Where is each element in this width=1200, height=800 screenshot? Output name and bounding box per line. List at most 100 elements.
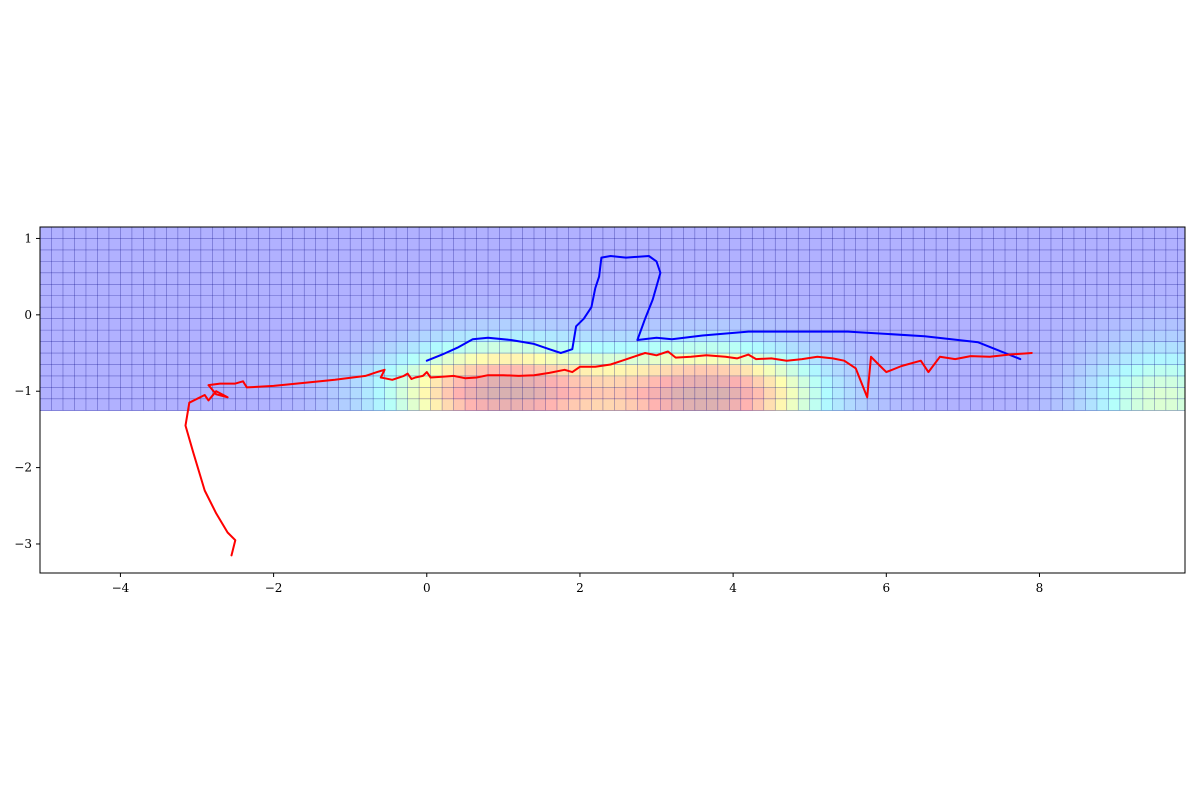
heatmap-cell	[625, 318, 638, 331]
heatmap-cell	[1165, 330, 1178, 343]
heatmap-cell	[499, 375, 512, 388]
heatmap-cell	[982, 261, 995, 274]
heatmap-cell	[74, 353, 87, 366]
heatmap-cell	[281, 238, 294, 251]
heatmap-cell	[683, 295, 696, 308]
heatmap-cell	[568, 261, 581, 274]
heatmap-cell	[775, 307, 788, 320]
heatmap-cell	[350, 261, 363, 274]
heatmap-cell	[1062, 387, 1075, 400]
heatmap-cell	[752, 341, 765, 354]
heatmap-cell	[579, 284, 593, 297]
heatmap-cell	[235, 227, 248, 240]
heatmap-cell	[499, 341, 512, 354]
heatmap-cell	[648, 398, 661, 411]
heatmap-cell	[499, 387, 512, 400]
heatmap-cell	[775, 249, 788, 262]
heatmap-cell	[855, 272, 868, 285]
heatmap-cell	[315, 272, 328, 285]
heatmap-cell	[1085, 341, 1098, 354]
heatmap-cell	[1096, 249, 1110, 262]
heatmap-cell	[327, 375, 340, 388]
heatmap-cell	[660, 284, 673, 297]
heatmap-cell	[1108, 398, 1121, 411]
heatmap-cell	[1027, 238, 1041, 251]
heatmap-cell	[1085, 330, 1098, 343]
heatmap-cell	[488, 295, 501, 308]
heatmap-cell	[131, 284, 144, 297]
heatmap-cell	[212, 318, 225, 331]
heatmap-cell	[223, 375, 236, 388]
heatmap-cell	[752, 318, 765, 331]
y-tick-label: −3	[14, 537, 32, 551]
x-axis: −4 −2 0 2 4 6 8	[112, 573, 1043, 595]
heatmap-cell	[488, 353, 501, 366]
heatmap-cell	[1085, 295, 1098, 308]
heatmap-cell	[235, 295, 248, 308]
heatmap-cell	[993, 284, 1006, 297]
heatmap-cell	[637, 353, 650, 366]
heatmap-cell	[775, 227, 788, 240]
heatmap-cell	[166, 318, 179, 331]
heatmap-cell	[304, 238, 317, 251]
heatmap-cell	[258, 307, 271, 320]
heatmap-cell	[740, 375, 753, 388]
heatmap-cell	[488, 364, 501, 377]
heatmap-cell	[821, 318, 834, 331]
heatmap-cell	[488, 249, 501, 262]
heatmap-cell	[717, 261, 730, 274]
heatmap-cell	[614, 238, 627, 251]
heatmap-cell	[660, 353, 673, 366]
heatmap-cell	[407, 330, 420, 343]
heatmap-cell	[269, 398, 282, 411]
heatmap-cell	[200, 353, 213, 366]
heatmap-cell	[970, 284, 983, 297]
heatmap-cell	[959, 284, 972, 297]
heatmap-cell	[453, 307, 466, 320]
heatmap-cell	[740, 330, 753, 343]
heatmap-cell	[97, 330, 110, 343]
heatmap-cell	[913, 387, 926, 400]
heatmap-cell	[717, 249, 730, 262]
heatmap-cell	[1142, 238, 1155, 251]
y-tick-label: −1	[14, 384, 32, 398]
heatmap-cell	[430, 387, 443, 400]
heatmap-cell	[614, 318, 627, 331]
heatmap-cell	[602, 364, 616, 377]
heatmap-cell	[959, 375, 972, 388]
heatmap-cell	[1142, 330, 1155, 343]
heatmap-cell	[1073, 272, 1087, 285]
heatmap-cell	[246, 364, 259, 377]
heatmap-cell	[269, 341, 282, 354]
heatmap-cell	[407, 353, 420, 366]
heatmap-cell	[292, 261, 305, 274]
heatmap-cell	[1165, 387, 1178, 400]
heatmap-cell	[488, 330, 501, 343]
heatmap-cell	[40, 330, 53, 343]
heatmap-cell	[350, 398, 363, 411]
heatmap-cell	[786, 375, 799, 388]
heatmap-cell	[488, 398, 501, 411]
heatmap-cell	[120, 307, 133, 320]
heatmap-cell	[85, 284, 99, 297]
heatmap-cell	[878, 307, 891, 320]
y-axis: 10−1−2−3	[14, 231, 40, 551]
heatmap-cell	[97, 353, 110, 366]
heatmap-cell	[476, 387, 489, 400]
heatmap-cell	[602, 284, 616, 297]
heatmap-cell	[476, 249, 489, 262]
heatmap-cell	[924, 375, 937, 388]
heatmap-cell	[396, 364, 409, 377]
heatmap-cell	[522, 364, 535, 377]
heatmap-cell	[763, 272, 776, 285]
heatmap-cell	[97, 307, 110, 320]
heatmap-cell	[131, 295, 144, 308]
heatmap-cell	[384, 341, 397, 354]
heatmap-cell	[1131, 387, 1144, 400]
heatmap-cell	[844, 295, 857, 308]
heatmap-cell	[534, 375, 547, 388]
heatmap-cell	[614, 364, 627, 377]
heatmap-cell	[327, 238, 340, 251]
heatmap-cell	[821, 261, 834, 274]
heatmap-cell	[671, 387, 684, 400]
